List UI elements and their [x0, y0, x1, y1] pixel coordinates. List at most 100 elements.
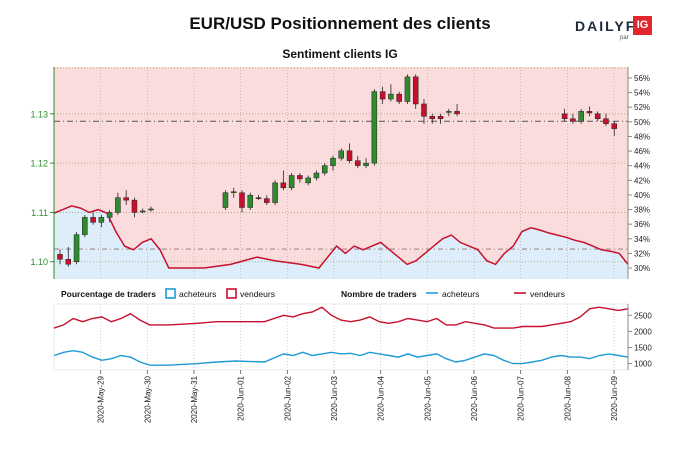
candle-down	[297, 175, 303, 180]
sellers-count-line	[53, 306, 629, 329]
candle-down	[90, 217, 96, 223]
candle-down	[429, 116, 436, 120]
sentiment-tick-label: 30%	[634, 264, 650, 273]
candle-up	[313, 172, 320, 179]
candle-up	[330, 157, 336, 166]
axes: 1.10 1.11 1.12 1.13 30% 32% 34% 36% 38% 40% 42% 44%…	[30, 67, 650, 279]
date-tick-label: 2020-May-29	[97, 375, 106, 423]
date-tick-label: 2020-Jun-05	[423, 375, 432, 420]
candle-down	[396, 93, 402, 102]
brand-logo: DAILYFX par IG	[575, 16, 675, 46]
sentiment-tick-label: 46%	[634, 147, 650, 156]
candle-up	[578, 111, 584, 122]
buyers-zone	[54, 205, 628, 279]
date-tick-label: 2020-May-31	[190, 375, 199, 423]
legend-pct-sellers-label: vendeurs	[240, 289, 275, 299]
sentiment-tick-label: 54%	[634, 89, 650, 98]
candle-up	[288, 175, 295, 189]
candle-down	[280, 182, 287, 189]
candle-down	[65, 259, 72, 265]
candle-up	[115, 197, 121, 213]
sentiment-tick-label: 38%	[634, 206, 650, 215]
candle-down	[57, 254, 63, 260]
brand-text: DAILYFX	[575, 18, 648, 34]
candle-up	[371, 91, 378, 164]
chart-subtitle: Sentiment clients IG	[282, 47, 398, 61]
candle-up	[106, 212, 113, 218]
candle-up	[148, 208, 154, 211]
candle-down	[561, 113, 568, 120]
sentiment-tick-label: 56%	[634, 74, 650, 83]
legend-nb-buyers-label: acheteurs	[442, 289, 479, 299]
candle-down	[264, 198, 270, 203]
sentiment-tick-label: 48%	[634, 132, 650, 141]
candle-down	[594, 113, 601, 120]
price-tick-label: 1.10	[30, 257, 48, 267]
date-tick-label: 2020-May-30	[143, 375, 152, 423]
date-tick-label: 2020-Jun-09	[610, 375, 619, 420]
candle-up	[73, 234, 80, 262]
chart-title: EUR/USD Positionnement des clients	[189, 14, 491, 33]
candle-down	[570, 118, 576, 122]
candle-down	[611, 123, 617, 129]
candle-down	[355, 160, 361, 166]
date-tick-label: 2020-Jun-04	[377, 375, 386, 420]
legend-nb-title: Nombre de traders	[341, 289, 417, 299]
count-tick-label: 1500	[634, 343, 652, 352]
legend-pct-title: Pourcentage de traders	[61, 289, 156, 299]
count-tick-label: 2500	[634, 311, 652, 320]
date-tick-label: 2020-Jun-01	[237, 375, 246, 420]
date-tick-label: 2020-Jun-03	[330, 375, 339, 420]
buyers-count-line	[53, 349, 629, 366]
candle-up	[222, 192, 229, 208]
candle-up	[82, 217, 88, 235]
candle-down	[239, 192, 245, 208]
legend-pct-buyers-swatch	[165, 288, 176, 299]
date-tick-label: 2020-Jun-06	[470, 375, 479, 420]
date-tick-label: 2020-Jun-08	[563, 375, 572, 420]
candle-up	[272, 182, 278, 203]
sentiment-tick-label: 52%	[634, 103, 650, 112]
candle-down	[454, 111, 460, 115]
count-tick-label: 2000	[634, 327, 652, 336]
candle-down	[412, 76, 419, 105]
candle-up	[363, 162, 369, 166]
candle-down	[586, 111, 593, 114]
candle-up	[139, 210, 146, 213]
candle-up	[230, 191, 237, 193]
date-tick-label: 2020-Jun-07	[517, 375, 526, 420]
candle-up	[321, 165, 328, 174]
candle-down	[346, 150, 353, 161]
legend-pct-sellers-swatch	[226, 288, 237, 299]
sentiment-tick-label: 42%	[634, 176, 650, 185]
trader-count-panel: 2020-May-29 2020-May-30 2020-May-31 2020-Ju…	[53, 303, 652, 423]
price-grid	[54, 67, 628, 279]
candle-down	[255, 197, 262, 199]
candle-down	[123, 197, 129, 201]
price-tick-label: 1.11	[31, 208, 48, 218]
buyers-percent-line	[53, 205, 629, 269]
count-tick-label: 1000	[634, 360, 652, 369]
candle-up	[247, 194, 254, 208]
candle-up	[404, 76, 411, 102]
sentiment-tick-label: 44%	[634, 162, 650, 171]
sentiment-tick-label: 34%	[634, 235, 650, 244]
candle-down	[421, 103, 427, 117]
brand-par: par	[620, 35, 629, 41]
legend: Pourcentage de traders acheteurs vendeur…	[61, 288, 565, 299]
candle-up	[388, 93, 394, 100]
date-tick-label: 2020-Jun-02	[283, 375, 292, 420]
sentiment-tick-label: 32%	[634, 249, 650, 258]
price-tick-label: 1.13	[30, 109, 48, 119]
legend-nb-sellers-label: vendeurs	[530, 289, 565, 299]
price-candles	[57, 74, 617, 267]
candle-up	[446, 111, 452, 113]
candle-up	[305, 177, 311, 184]
sentiment-tick-label: 36%	[634, 220, 650, 229]
candle-down	[603, 118, 609, 124]
candle-down	[379, 91, 386, 100]
sentiment-tick-label: 50%	[634, 118, 650, 127]
candle-down	[131, 199, 138, 213]
candle-up	[98, 217, 105, 223]
